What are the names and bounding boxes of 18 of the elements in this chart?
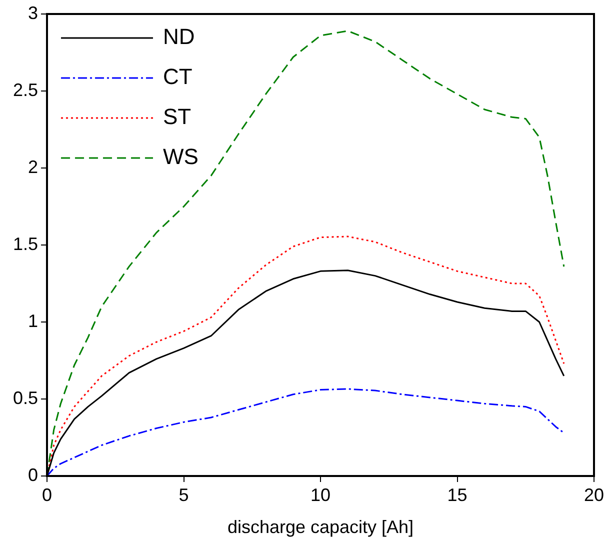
y-tick-label: 1	[28, 310, 38, 331]
legend-label: ST	[163, 104, 192, 130]
x-tick-label: 10	[310, 484, 331, 505]
y-tick-label: 2	[28, 156, 38, 177]
legend-label: CT	[163, 64, 192, 90]
legend-label: ND	[163, 24, 195, 50]
y-tick-label: 3	[28, 2, 38, 23]
y-tick-label: 0	[28, 464, 38, 485]
x-tick-label: 15	[447, 484, 468, 505]
x-tick-label: 5	[178, 484, 189, 505]
x-axis-title: discharge capacity [Ah]	[227, 517, 414, 538]
line-series	[47, 388, 565, 476]
x-tick-label: 0	[42, 484, 52, 505]
y-tick-label: 0.5	[12, 388, 38, 408]
y-tick-label: 1.5	[12, 234, 38, 254]
x-tick-label: 20	[584, 484, 604, 505]
y-tick-label: 2.5	[12, 80, 38, 100]
legend-label: WS	[163, 144, 198, 170]
